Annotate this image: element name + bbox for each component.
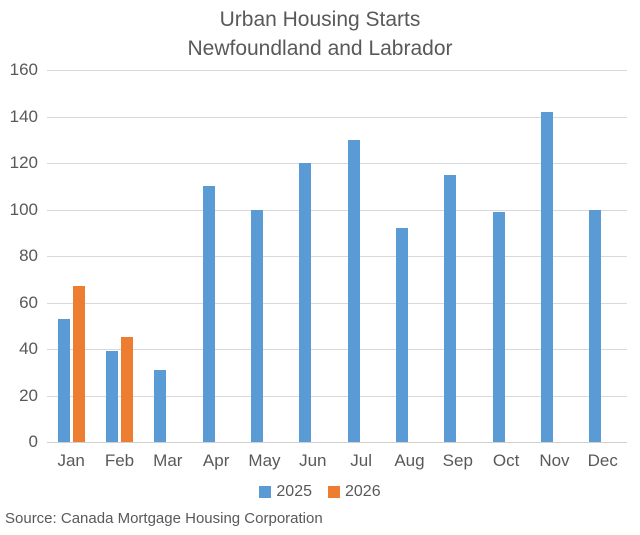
source-note: Source: Canada Mortgage Housing Corporat… bbox=[5, 510, 323, 527]
category-slot-apr bbox=[192, 70, 240, 442]
legend-swatch-2026 bbox=[328, 486, 340, 498]
x-tick-label-jan: Jan bbox=[57, 451, 85, 470]
legend-label-2025: 2025 bbox=[276, 483, 312, 500]
legend-item-2025: 2025 bbox=[259, 483, 312, 501]
gridline-160 bbox=[47, 70, 627, 71]
legend-swatch-2025 bbox=[259, 486, 272, 498]
gridline-100 bbox=[47, 209, 627, 211]
bar-2025-aug bbox=[395, 228, 408, 442]
bar-2025-nov bbox=[540, 111, 553, 442]
y-axis-labels: 0 20 40 60 80 100 120 140 160 bbox=[0, 0, 38, 535]
legend: 2025 2026 bbox=[0, 483, 640, 501]
bar-2025-feb bbox=[105, 351, 118, 442]
x-tick-label-sep: Sep bbox=[442, 451, 473, 470]
legend-label-2026: 2026 bbox=[345, 483, 381, 500]
bar-2025-may bbox=[250, 209, 263, 442]
y-tick-label-100: 100 bbox=[9, 199, 38, 219]
legend-item-2026: 2026 bbox=[328, 483, 381, 501]
bar-2025-mar bbox=[154, 369, 167, 442]
gridline-60 bbox=[47, 302, 627, 304]
bar-2026-feb bbox=[120, 337, 133, 442]
x-tick-label-jul: Jul bbox=[350, 451, 372, 470]
category-slot-jul bbox=[337, 70, 385, 442]
y-tick-label-40: 40 bbox=[19, 339, 38, 358]
plot-area bbox=[47, 70, 627, 443]
y-tick-label-80: 80 bbox=[19, 246, 38, 265]
bar-2025-dec bbox=[589, 209, 602, 442]
y-tick-label-60: 60 bbox=[19, 292, 38, 312]
chart-title: Urban Housing Starts Newfoundland and La… bbox=[0, 5, 640, 63]
category-slot-jan bbox=[47, 70, 95, 442]
x-tick-label-aug: Aug bbox=[394, 451, 425, 470]
bar-2026-jan bbox=[72, 286, 85, 442]
bar-2025-oct bbox=[492, 211, 505, 442]
x-tick-label-dec: Dec bbox=[587, 451, 618, 470]
x-tick-label-oct: Oct bbox=[492, 451, 520, 470]
bar-2025-jan bbox=[57, 318, 70, 442]
x-tick-label-apr: Apr bbox=[202, 451, 230, 470]
x-tick-label-feb: Feb bbox=[104, 451, 135, 470]
y-tick-label-120: 120 bbox=[9, 153, 38, 172]
chart-title-line2: Newfoundland and Labrador bbox=[187, 37, 453, 60]
y-tick-label-160: 160 bbox=[9, 60, 38, 79]
category-slot-aug bbox=[385, 70, 433, 442]
plot-slots bbox=[47, 70, 627, 442]
x-tick-label-nov: Nov bbox=[539, 451, 570, 470]
gridline-40 bbox=[47, 349, 627, 350]
x-tick-label-may: May bbox=[248, 451, 281, 470]
category-slot-feb bbox=[95, 70, 143, 442]
gridline-140 bbox=[47, 116, 627, 118]
y-tick-label-0: 0 bbox=[28, 432, 38, 451]
category-slot-jun bbox=[289, 70, 337, 442]
bar-2025-jul bbox=[347, 139, 360, 442]
gridline-120 bbox=[47, 163, 627, 164]
bar-2025-jun bbox=[299, 163, 312, 442]
y-tick-label-20: 20 bbox=[19, 385, 38, 405]
bar-2025-apr bbox=[202, 186, 215, 442]
gridline-80 bbox=[47, 256, 627, 257]
x-tick-label-jun: Jun bbox=[299, 451, 327, 470]
x-axis-line bbox=[47, 442, 627, 443]
category-slot-may bbox=[240, 70, 288, 442]
category-slot-oct bbox=[482, 70, 530, 442]
gridline-20 bbox=[47, 395, 627, 397]
x-axis-labels: Jan Feb Mar Apr May Jun Jul Aug Sep Oct Nov Dec bbox=[47, 451, 627, 471]
category-slot-nov bbox=[530, 70, 578, 442]
category-slot-dec bbox=[579, 70, 627, 442]
category-slot-sep bbox=[434, 70, 482, 442]
bar-2025-sep bbox=[444, 174, 457, 442]
category-slot-mar bbox=[144, 70, 192, 442]
y-tick-label-140: 140 bbox=[9, 106, 38, 126]
x-tick-label-mar: Mar bbox=[153, 451, 183, 470]
chart-title-line1: Urban Housing Starts bbox=[219, 8, 421, 31]
